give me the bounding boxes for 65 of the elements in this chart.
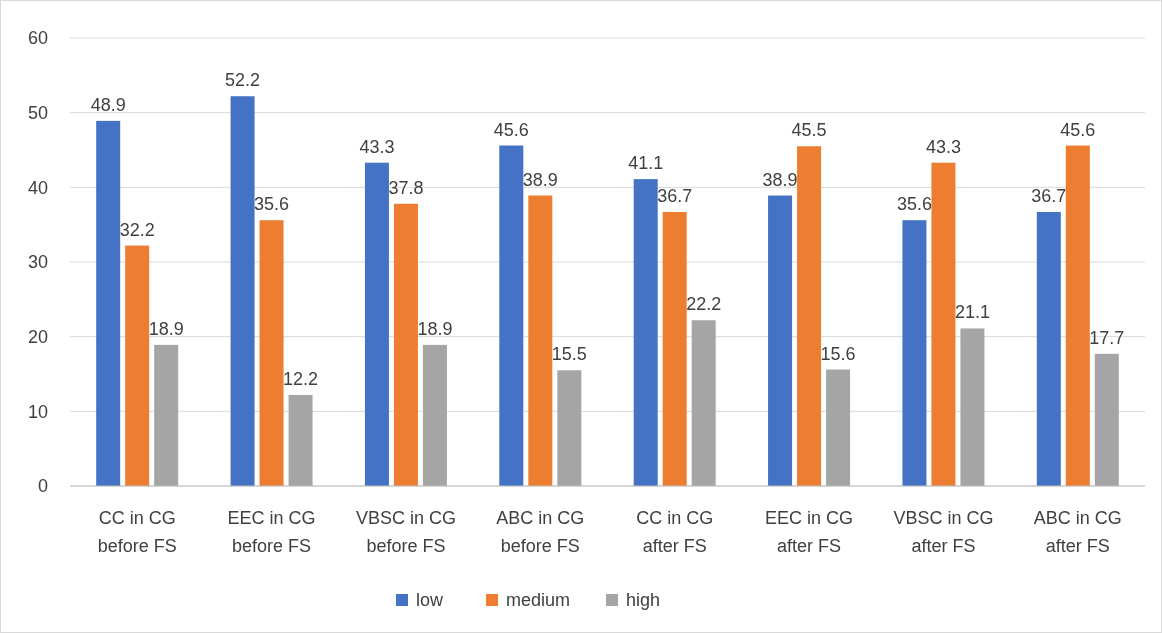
data-label: 18.9 xyxy=(417,318,453,339)
data-label: 17.7 xyxy=(1089,327,1125,348)
x-tick-label: VBSC in CG after FS xyxy=(893,508,994,556)
y-tick-label: 30 xyxy=(27,252,48,273)
bar xyxy=(1094,353,1119,486)
bar xyxy=(633,179,658,486)
data-label: 22.2 xyxy=(686,294,722,315)
data-label: 15.6 xyxy=(820,343,856,364)
legend-label: medium xyxy=(506,590,571,611)
legend-label: low xyxy=(416,590,445,611)
bar xyxy=(125,245,150,486)
data-label: 36.7 xyxy=(1031,185,1067,206)
x-tick-label: EEC in CG before FS xyxy=(227,508,316,556)
data-label: 38.9 xyxy=(762,169,798,190)
bar xyxy=(154,344,179,486)
data-label: 21.1 xyxy=(954,302,990,323)
data-label: 43.3 xyxy=(359,136,395,157)
x-tick-label: CC in CG before FS xyxy=(97,508,177,556)
y-tick-label: 40 xyxy=(27,177,48,198)
x-tick-label: ABC in CG after FS xyxy=(1033,508,1122,556)
data-label: 48.9 xyxy=(90,94,126,115)
bar xyxy=(797,146,822,486)
bar xyxy=(528,195,553,486)
x-tick-label: ABC in CG before FS xyxy=(496,508,585,556)
bar xyxy=(768,195,793,486)
bar xyxy=(691,320,716,486)
bar xyxy=(393,203,418,486)
bar xyxy=(931,162,956,486)
bar xyxy=(902,220,927,486)
data-label: 38.9 xyxy=(522,169,558,190)
y-tick-label: 60 xyxy=(27,28,48,49)
data-label: 52.2 xyxy=(225,70,261,91)
bar xyxy=(557,370,582,486)
x-tick-label: CC in CG after FS xyxy=(636,508,714,556)
bar xyxy=(662,211,687,486)
x-tick-label: EEC in CG after FS xyxy=(765,508,854,556)
bar xyxy=(422,344,447,486)
y-tick-label: 0 xyxy=(37,476,48,497)
data-label: 37.8 xyxy=(388,177,424,198)
data-label: 12.2 xyxy=(283,368,319,389)
data-label: 32.2 xyxy=(119,219,155,240)
data-label: 15.5 xyxy=(551,344,587,365)
bar xyxy=(826,369,851,486)
bar xyxy=(230,96,255,486)
bar xyxy=(499,145,524,486)
data-label: 45.5 xyxy=(791,120,827,141)
bar xyxy=(364,162,389,486)
data-label: 45.6 xyxy=(493,119,529,140)
bar xyxy=(259,220,284,486)
data-label: 45.6 xyxy=(1060,119,1096,140)
bar xyxy=(96,120,121,486)
y-tick-label: 10 xyxy=(27,401,48,422)
data-label: 36.7 xyxy=(657,185,693,206)
bar xyxy=(1065,145,1090,486)
y-tick-label: 50 xyxy=(27,102,48,123)
data-label: 18.9 xyxy=(148,318,184,339)
y-tick-label: 20 xyxy=(27,326,48,347)
data-label: 41.1 xyxy=(628,153,664,174)
legend-label: high xyxy=(626,590,661,611)
bar xyxy=(1036,211,1061,486)
bar xyxy=(960,328,985,486)
data-label: 35.6 xyxy=(254,194,290,215)
bar xyxy=(288,394,313,486)
data-label: 43.3 xyxy=(925,136,961,157)
x-tick-label: VBSC in CG before FS xyxy=(355,508,456,556)
